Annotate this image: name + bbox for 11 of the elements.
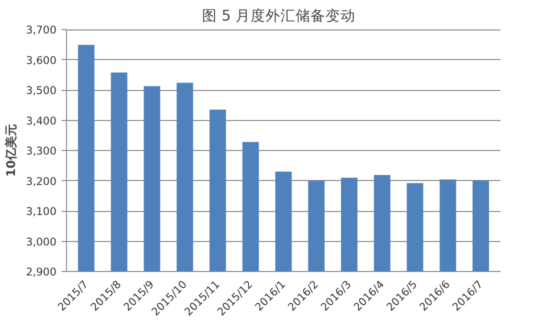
y-tick-label: 3,000 [26, 235, 57, 248]
y-tick-label: 3,400 [26, 114, 57, 128]
y-tick-label: 3,200 [26, 174, 57, 188]
y-tick-label: 3,300 [26, 144, 57, 158]
y-tick-label: 2,900 [26, 266, 57, 278]
y-tick-label: 3,700 [26, 24, 57, 36]
chart-title: 图 5 月度外汇储备变动 [202, 8, 356, 24]
y-tick-label: 3,100 [26, 205, 57, 218]
y-tick-label: 3,600 [26, 54, 57, 67]
y-tick-label: 3,500 [26, 84, 57, 97]
y-axis-title: 10亿美元 [4, 124, 18, 177]
